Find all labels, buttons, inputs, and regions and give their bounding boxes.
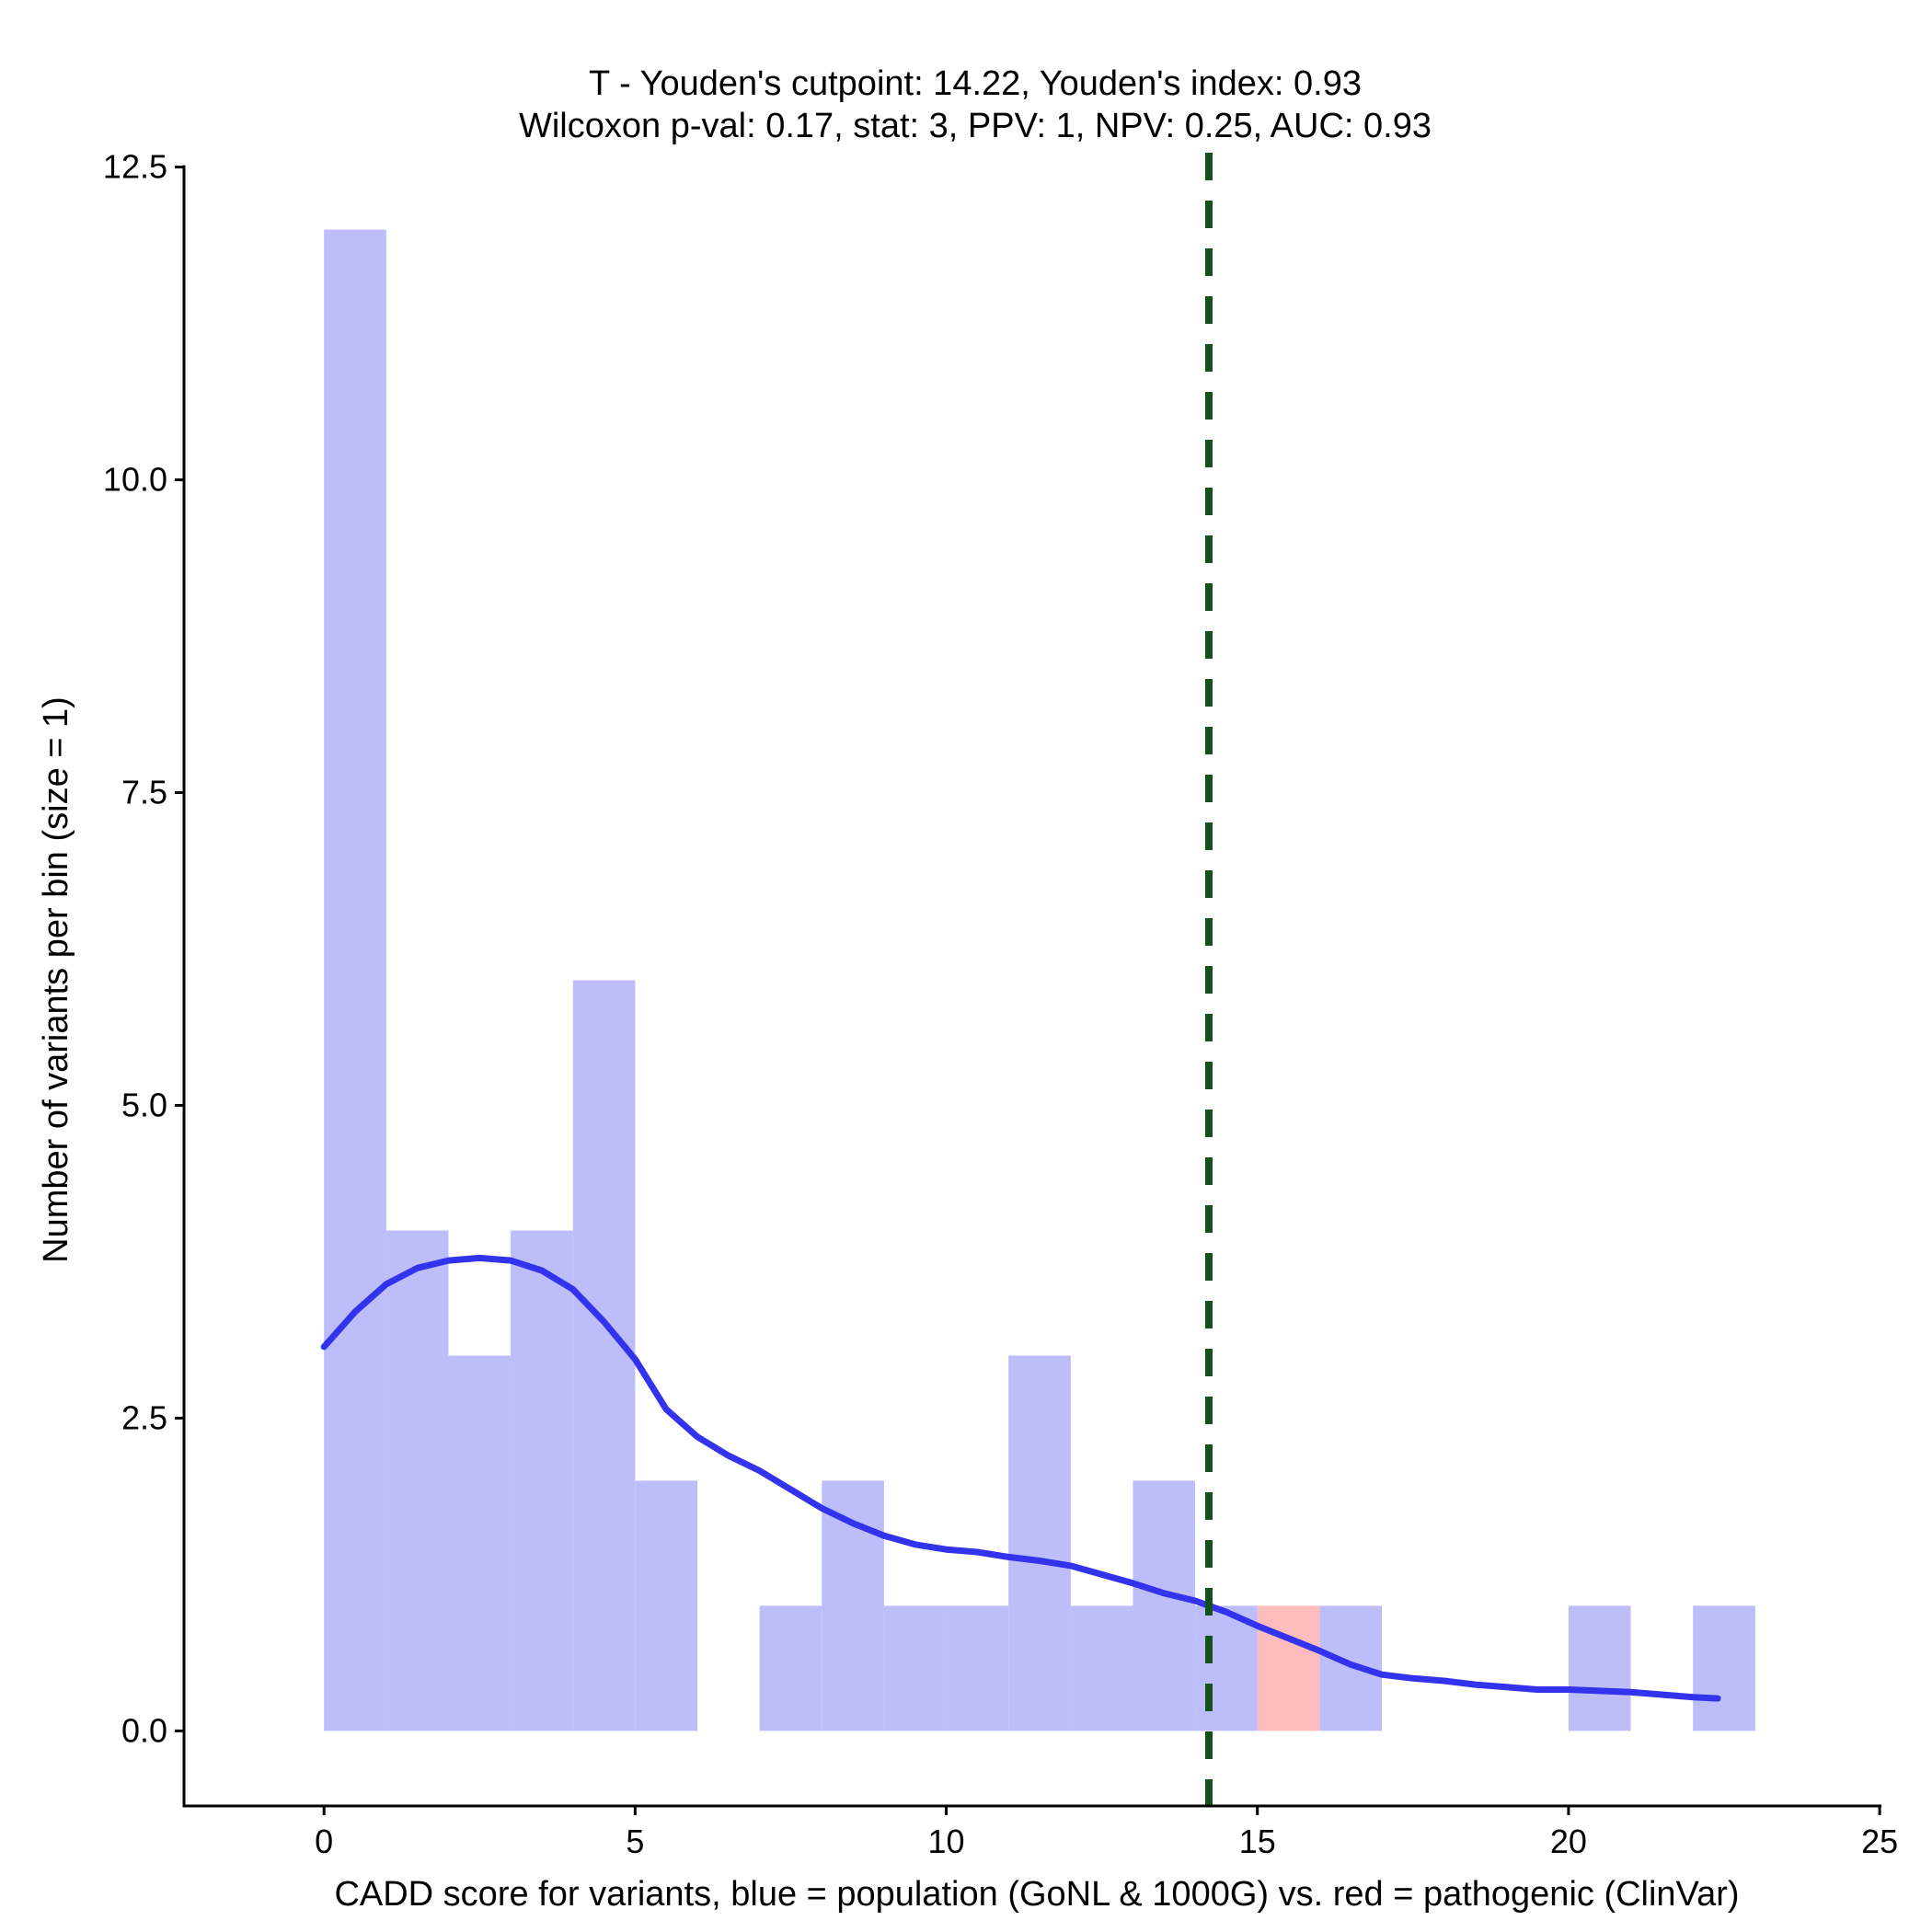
x-tick-label: 20: [1550, 1823, 1587, 1860]
y-tick-label: 7.5: [121, 774, 167, 811]
y-tick-label: 12.5: [103, 148, 167, 186]
histogram-bar-population-4: [572, 980, 636, 1731]
histogram-bar-population-11: [1070, 1605, 1133, 1731]
histogram-bar-population-3: [511, 1230, 573, 1731]
y-tick-label: 10.0: [103, 461, 167, 499]
histogram-bar-population-10: [1008, 1355, 1071, 1731]
histogram-bar-population-1: [385, 1230, 449, 1731]
histogram-bar-pathogenic-0: [1257, 1605, 1320, 1731]
histogram-bar-population-12: [1133, 1480, 1196, 1731]
histogram-bar-population-2: [448, 1355, 512, 1731]
x-tick-label: 10: [928, 1823, 965, 1860]
histogram-bar-population-16: [1693, 1605, 1755, 1731]
axes-layer: [182, 165, 1882, 1808]
histogram-bar-population-6: [759, 1605, 822, 1731]
histogram-bar-population-0: [324, 229, 386, 1731]
bars-layer: [324, 229, 1755, 1731]
x-tick-label: 5: [626, 1823, 644, 1860]
y-axis-label: Number of variants per bin (size = 1): [37, 696, 75, 1263]
chart-title-line-1: T - Youden's cutpoint: 14.22, Youden's i…: [589, 64, 1362, 103]
histogram-bar-population-7: [822, 1480, 884, 1731]
histogram-bar-population-5: [635, 1480, 697, 1731]
x-tick-label: 15: [1239, 1823, 1276, 1860]
density-curve: [320, 1254, 1721, 1702]
x-tick-label: 25: [1861, 1823, 1898, 1860]
histogram-bar-population-15: [1568, 1605, 1631, 1731]
density-curve-layer: [320, 1254, 1721, 1702]
chart-title-line-2: Wilcoxon p-val: 0.17, stat: 3, PPV: 1, N…: [519, 107, 1432, 145]
histogram-bar-population-9: [946, 1605, 1009, 1731]
y-tick-label: 2.5: [121, 1398, 167, 1436]
ticks-layer: 0.0 2.5 5.0 7.5 10.0 12.5 0 5 10 15 20 25: [103, 148, 1898, 1860]
x-tick-label: 0: [315, 1823, 333, 1860]
y-tick-label: 5.0: [121, 1086, 167, 1123]
x-axis-label: CADD score for variants, blue = populati…: [334, 1875, 1739, 1914]
histogram-bar-population-8: [883, 1605, 947, 1731]
y-tick-label: 0.0: [121, 1711, 167, 1749]
